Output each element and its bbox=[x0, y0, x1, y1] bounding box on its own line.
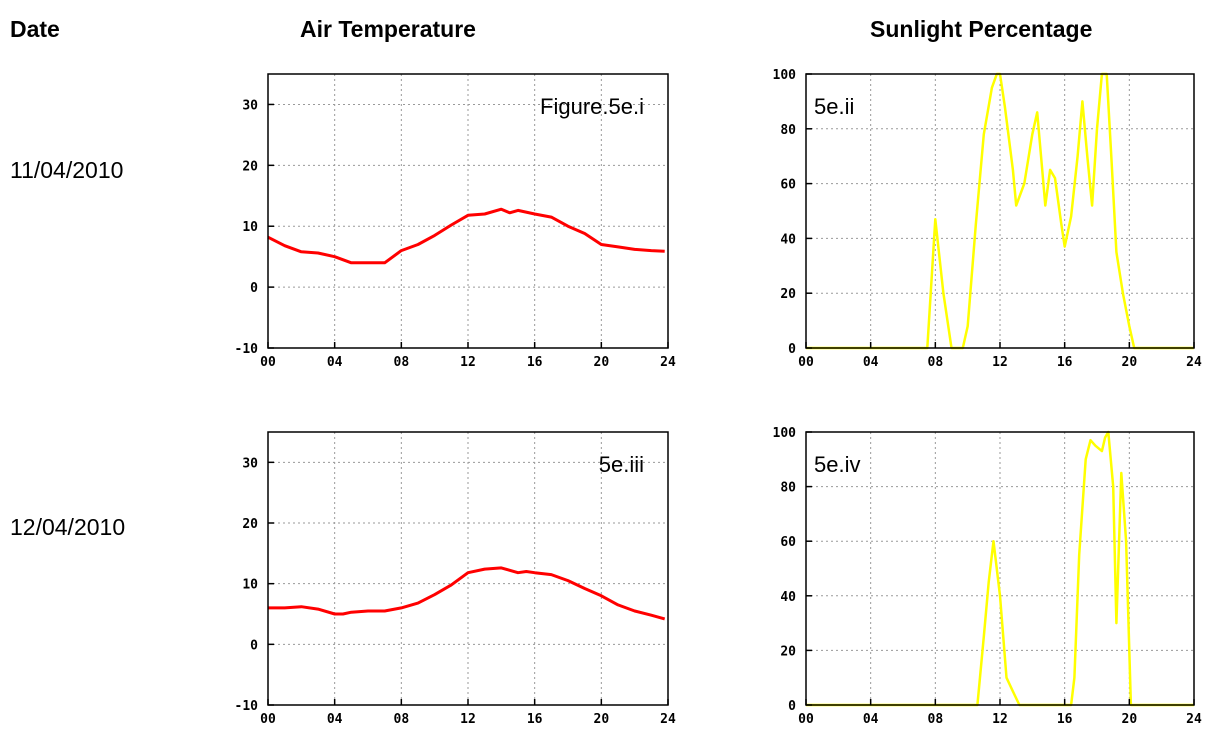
y-tick-label: 80 bbox=[780, 123, 796, 138]
y-tick-label: 30 bbox=[242, 98, 258, 113]
x-tick-label: 16 bbox=[1057, 712, 1073, 727]
date-label-row-2: 12/04/2010 bbox=[10, 514, 126, 540]
sunlight-percentage-chart-1: 00 04 08 12 16 20 24 0 20 40 60 80 100 5e.ii bbox=[773, 68, 1202, 370]
series-line-0 bbox=[267, 207, 665, 265]
y-tick-label: 100 bbox=[773, 68, 797, 83]
y-tick-label: 20 bbox=[242, 517, 258, 532]
header-sunlight-percentage: Sunlight Percentage bbox=[870, 16, 1093, 42]
x-tick-label: 20 bbox=[594, 355, 610, 370]
x-tick-label: 24 bbox=[660, 355, 676, 370]
date-label-row-1: 11/04/2010 bbox=[10, 157, 124, 183]
x-tick-label: 00 bbox=[260, 712, 276, 727]
y-tick-label: 20 bbox=[780, 287, 796, 302]
y-tick-label: 30 bbox=[242, 456, 258, 471]
y-tick-label: 0 bbox=[788, 342, 796, 357]
x-tick-label: 04 bbox=[863, 712, 879, 727]
panel-title: 5e.iii bbox=[599, 452, 644, 477]
x-tick-label: 24 bbox=[1186, 712, 1202, 727]
x-tick-label: 12 bbox=[460, 355, 476, 370]
y-tick-label: 0 bbox=[250, 281, 258, 296]
x-tick-label: 08 bbox=[394, 355, 410, 370]
y-tick-label: 40 bbox=[780, 590, 796, 605]
series-line-0 bbox=[806, 430, 1194, 707]
header-air-temperature: Air Temperature bbox=[300, 16, 476, 42]
x-tick-label: 08 bbox=[394, 712, 410, 727]
panel-title: Figure.5e.i bbox=[540, 94, 644, 119]
x-tick-label: 12 bbox=[992, 355, 1008, 370]
x-tick-label: 08 bbox=[928, 712, 944, 727]
x-tick-label: 20 bbox=[1122, 712, 1138, 727]
x-tick-label: 24 bbox=[1186, 355, 1202, 370]
x-tick-label: 16 bbox=[527, 355, 543, 370]
x-tick-label: 04 bbox=[327, 355, 343, 370]
series-line-0 bbox=[268, 566, 666, 621]
x-tick-label: 24 bbox=[660, 712, 676, 727]
y-tick-label: 20 bbox=[780, 644, 796, 659]
y-tick-label: -10 bbox=[235, 699, 259, 714]
x-tick-label: 04 bbox=[327, 712, 343, 727]
header-date: Date bbox=[10, 16, 60, 42]
x-tick-label: 00 bbox=[798, 712, 814, 727]
x-tick-label: 08 bbox=[928, 355, 944, 370]
y-tick-label: 80 bbox=[780, 481, 796, 496]
y-tick-label: 10 bbox=[242, 220, 258, 235]
y-tick-label: 100 bbox=[773, 426, 797, 441]
x-tick-label: 20 bbox=[594, 712, 610, 727]
y-tick-label: -10 bbox=[235, 342, 259, 357]
x-tick-label: 04 bbox=[863, 355, 879, 370]
x-tick-label: 20 bbox=[1122, 355, 1138, 370]
y-tick-label: 40 bbox=[780, 232, 796, 247]
x-tick-label: 00 bbox=[260, 355, 276, 370]
y-tick-label: 20 bbox=[242, 159, 258, 174]
x-tick-label: 12 bbox=[460, 712, 476, 727]
x-tick-label: 12 bbox=[992, 712, 1008, 727]
y-tick-label: 0 bbox=[250, 638, 258, 653]
x-tick-label: 16 bbox=[527, 712, 543, 727]
sunlight-percentage-chart-2: 00 04 08 12 16 20 24 0 20 40 60 80 100 5e.iv bbox=[773, 426, 1202, 727]
y-tick-label: 0 bbox=[788, 699, 796, 714]
air-temperature-chart-2: 00 04 08 12 16 20 24 -10 0 10 20 30 5e.iii bbox=[235, 431, 676, 727]
y-tick-label: 60 bbox=[780, 178, 796, 193]
air-temperature-chart-1: 00 04 08 12 16 20 24 -10 0 10 20 30 Figure.5e.i bbox=[235, 73, 676, 370]
panel-title: 5e.ii bbox=[814, 94, 854, 119]
panel-title: 5e.iv bbox=[814, 452, 860, 477]
y-tick-label: 60 bbox=[780, 535, 796, 550]
x-tick-label: 16 bbox=[1057, 355, 1073, 370]
y-tick-label: 10 bbox=[242, 578, 258, 593]
x-tick-label: 00 bbox=[798, 355, 814, 370]
